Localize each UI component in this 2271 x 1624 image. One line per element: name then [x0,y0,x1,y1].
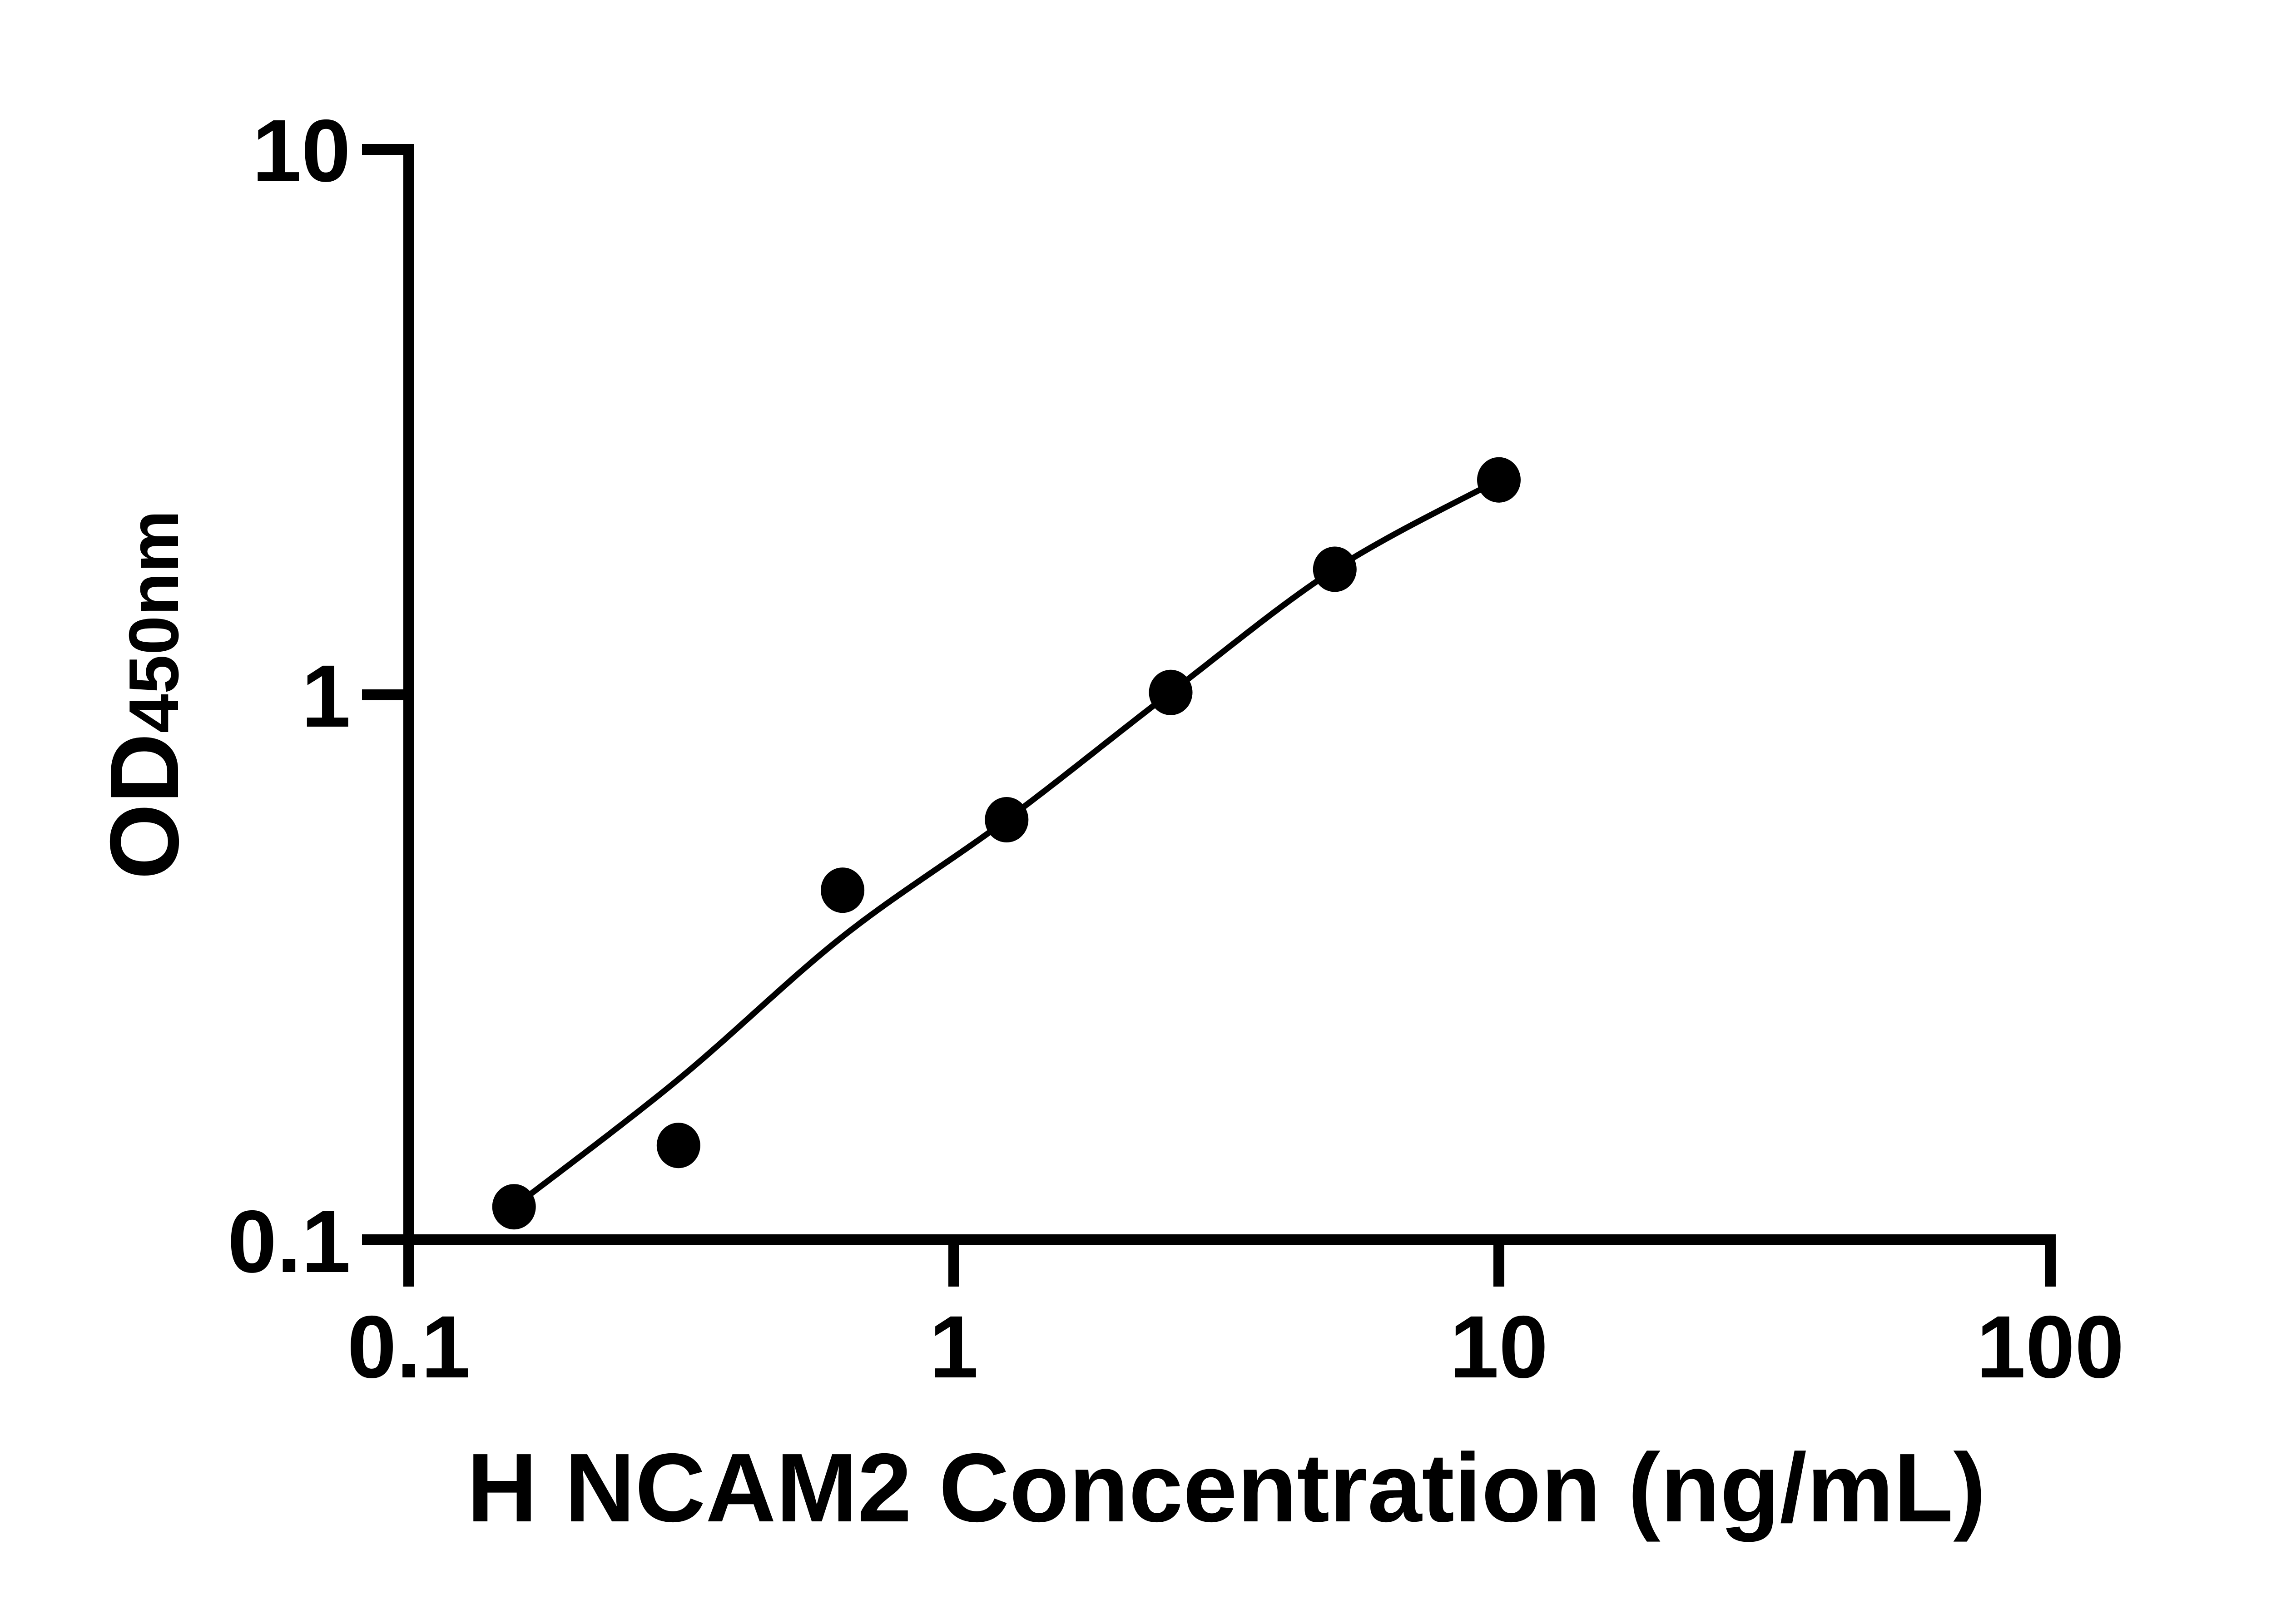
y-tick-labels: 10 1 0.1 [228,101,351,1291]
data-point-7 [1477,457,1521,503]
data-point-3 [821,867,865,913]
x-axis-title: H NCAM2 Concentration (ng/mL) [467,1433,1986,1542]
data-point-5 [1149,669,1193,715]
y-tick-label-0.1: 0.1 [228,1192,351,1291]
data-point-2 [656,1123,700,1168]
fitted-curve [512,477,1501,1209]
data-points-group [492,457,1521,1230]
y-axis-title-base: OD [89,733,199,880]
x-tick-label-1: 1 [929,1297,978,1396]
x-tick-labels: 0.1 1 10 100 [347,1297,2124,1396]
axes [362,144,2056,1287]
x-tick-label-0.1: 0.1 [347,1297,470,1396]
data-point-4 [985,797,1029,842]
data-point-6 [1313,546,1357,592]
y-tick-label-1: 1 [302,647,351,746]
data-point-1 [492,1184,536,1230]
trend-line-group [512,477,1501,1209]
y-tick-label-10: 10 [252,101,351,200]
y-axis-title: OD450nm [89,510,199,880]
y-axis-title-subscript: 450nm [114,510,193,733]
x-tick-label-10: 10 [1450,1297,1548,1396]
x-tick-label-100: 100 [1976,1297,2124,1396]
